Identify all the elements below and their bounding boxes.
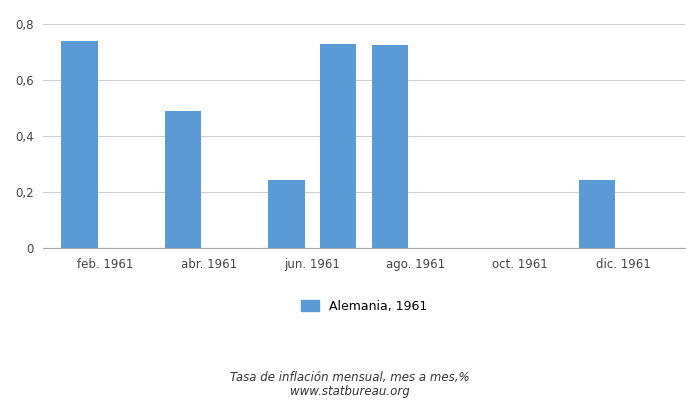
Text: www.statbureau.org: www.statbureau.org — [290, 386, 410, 398]
Text: Tasa de inflación mensual, mes a mes,%: Tasa de inflación mensual, mes a mes,% — [230, 372, 470, 384]
Bar — [579, 180, 615, 248]
Legend: Alemania, 1961: Alemania, 1961 — [295, 295, 433, 318]
Bar — [62, 41, 98, 248]
Bar — [268, 180, 304, 248]
Bar — [320, 44, 356, 248]
Bar — [372, 45, 408, 248]
Bar — [165, 111, 201, 248]
